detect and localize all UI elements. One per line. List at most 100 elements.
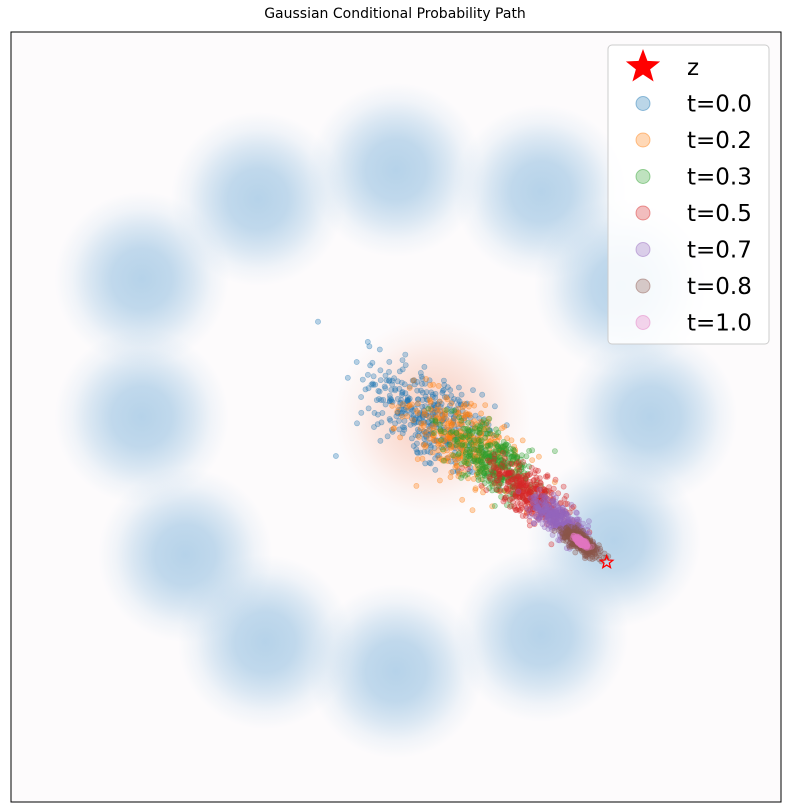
sample-point	[416, 428, 423, 434]
sample-point	[399, 391, 405, 398]
sample-point	[526, 485, 533, 492]
sample-point	[552, 448, 558, 454]
points-layer	[315, 318, 612, 565]
sample-point	[509, 453, 515, 460]
sample-point	[476, 448, 483, 454]
sample-point	[455, 455, 462, 462]
sample-point	[430, 424, 437, 431]
sample-point	[479, 391, 486, 398]
sample-point	[428, 407, 435, 414]
sample-point	[430, 413, 437, 420]
sample-point	[430, 414, 437, 420]
sample-point	[446, 435, 453, 442]
sample-point	[468, 400, 474, 407]
sample-point	[491, 456, 498, 462]
sample-point	[435, 382, 442, 389]
sample-point	[487, 456, 494, 463]
sample-point	[424, 419, 431, 425]
target-density-blob-5	[454, 547, 629, 723]
sample-point	[454, 396, 461, 403]
legend-label: z	[687, 55, 699, 81]
sample-point	[478, 482, 485, 489]
sample-point	[466, 443, 473, 449]
sample-point	[407, 421, 414, 428]
sample-point	[431, 409, 438, 416]
sample-point	[456, 450, 462, 457]
sample-point	[484, 424, 491, 431]
sample-point	[530, 504, 536, 511]
sample-point	[446, 427, 453, 434]
sample-point	[466, 432, 473, 439]
sample-point	[406, 395, 413, 402]
sample-point	[513, 475, 519, 482]
sample-point	[392, 420, 398, 427]
sample-point	[443, 439, 450, 446]
legend-marker-t=0.7	[635, 242, 651, 257]
sample-point	[461, 440, 468, 446]
sample-point	[474, 453, 480, 460]
sample-point	[379, 410, 386, 416]
sample-point	[484, 442, 491, 449]
sample-point	[495, 433, 501, 440]
sample-point	[531, 493, 537, 500]
sample-point	[417, 449, 424, 456]
sample-point	[386, 368, 392, 375]
density-layer	[54, 82, 738, 759]
sample-point	[478, 449, 485, 456]
sample-point	[454, 432, 461, 439]
sample-point	[396, 426, 403, 433]
sample-point	[420, 441, 427, 448]
sample-point	[450, 417, 457, 424]
legend-marker-t=0.0	[635, 96, 651, 111]
sample-point	[495, 470, 501, 477]
sample-point	[585, 523, 592, 530]
sample-point	[496, 468, 503, 475]
sample-point	[492, 468, 499, 475]
sample-point	[394, 395, 401, 402]
sample-point	[471, 423, 478, 430]
sample-point	[418, 373, 425, 380]
sample-point	[508, 460, 515, 467]
sample-point	[462, 411, 469, 418]
sample-point	[367, 362, 374, 369]
sample-point	[489, 503, 496, 510]
sample-point	[369, 359, 376, 366]
target-density-blob-0	[308, 82, 484, 258]
sample-point	[438, 400, 445, 407]
sample-point	[516, 485, 522, 491]
sample-point	[509, 469, 515, 476]
sample-point	[449, 433, 456, 440]
sample-point	[408, 415, 415, 422]
sample-point	[511, 484, 517, 491]
sample-point	[465, 475, 471, 482]
sample-point	[447, 402, 453, 409]
sample-point	[515, 488, 522, 495]
sample-point	[455, 425, 462, 431]
sample-point	[418, 420, 424, 426]
sample-point	[447, 429, 453, 436]
sample-point	[432, 418, 439, 425]
sample-point	[568, 501, 575, 508]
sample-point	[501, 463, 508, 470]
sample-point	[474, 428, 481, 435]
sample-point	[458, 434, 465, 441]
sample-point	[454, 440, 461, 447]
sample-point	[487, 453, 494, 459]
sample-point	[433, 414, 440, 421]
sample-point	[405, 397, 412, 403]
sample-point	[424, 397, 431, 404]
sample-point	[484, 454, 491, 461]
sample-point	[514, 466, 521, 472]
sample-point	[485, 457, 491, 464]
sample-point	[482, 470, 489, 477]
sample-point	[406, 402, 412, 409]
sample-point	[561, 534, 568, 541]
sample-point	[464, 455, 471, 461]
sample-point	[515, 473, 522, 480]
sample-point	[401, 381, 408, 388]
sample-point	[415, 419, 422, 426]
sample-point	[541, 492, 548, 498]
sample-point	[475, 477, 482, 483]
sample-point	[457, 445, 464, 452]
sample-point	[515, 470, 522, 477]
